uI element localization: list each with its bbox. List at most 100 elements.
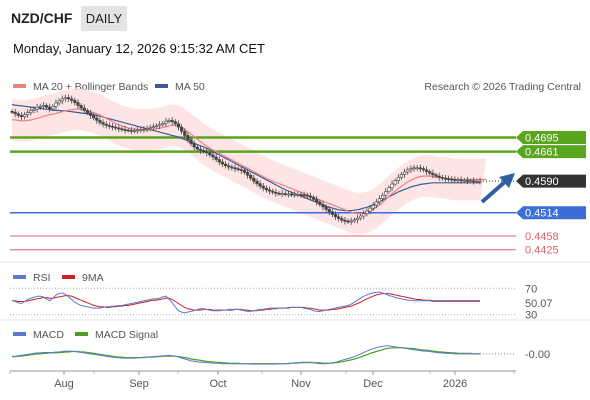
candle: [453, 176, 457, 184]
candle: [145, 125, 149, 133]
candle: [468, 178, 473, 183]
x-tick-label-Aug: Aug: [54, 378, 74, 390]
candle: [129, 126, 133, 135]
candle: [120, 126, 124, 132]
candle: [428, 169, 432, 176]
candle: [390, 180, 394, 192]
candle: [365, 208, 369, 217]
candle: [82, 104, 86, 114]
level-label-0.4695: 0.4695: [525, 132, 559, 144]
candle: [48, 103, 52, 113]
candle: [230, 164, 234, 171]
candle: [88, 109, 93, 119]
candle: [176, 120, 181, 131]
candle: [299, 191, 303, 198]
candle: [381, 192, 385, 202]
candle: [189, 136, 193, 147]
candle: [217, 156, 221, 166]
rsi-tick-30: 30: [525, 310, 537, 322]
macd-line: [12, 345, 480, 365]
forecast-arrow-shaft: [480, 178, 509, 204]
candle: [418, 164, 422, 172]
ma20-legend-swatch: [13, 84, 26, 88]
candle: [403, 168, 407, 178]
candle: [249, 172, 253, 181]
ma50-legend-swatch: [155, 84, 168, 88]
candle: [104, 121, 108, 129]
ma20-line: [11, 108, 487, 215]
candle: [399, 172, 404, 180]
candle: [368, 204, 372, 215]
x-tick-label-Sep: Sep: [129, 378, 149, 390]
candle: [13, 108, 17, 118]
candle: [70, 95, 74, 104]
candle: [462, 177, 466, 183]
candle: [465, 176, 470, 185]
candle: [41, 102, 46, 110]
key-levels-layer: [10, 136, 516, 251]
candle: [456, 177, 460, 183]
candle: [450, 176, 454, 183]
candle: [211, 151, 215, 161]
candle: [359, 213, 363, 221]
candle: [79, 103, 83, 111]
candle: [151, 123, 155, 131]
candle: [267, 186, 272, 195]
candle: [22, 111, 27, 120]
candle: [475, 178, 479, 184]
candle: [459, 176, 463, 184]
candle: [330, 209, 334, 218]
macd-legend: MACD MACD Signal: [13, 329, 158, 341]
ma20-legend-label: MA 20 + Bollinger Bands: [33, 81, 148, 93]
candle: [60, 95, 64, 105]
candle: [472, 177, 476, 185]
candle: [44, 103, 49, 110]
candle: [362, 210, 366, 220]
rsi-ma-legend-swatch: [62, 275, 75, 279]
candle: [324, 204, 328, 212]
candle: [431, 169, 435, 179]
candle: [308, 192, 312, 201]
forecast-arrow-head: [499, 173, 515, 188]
x-axis-ticks: Aug Sep Oct Nov Dec 2026: [9, 371, 515, 390]
level-label-0.4661: 0.4661: [525, 147, 559, 159]
candle: [66, 94, 71, 102]
level-tag-0.4661: [516, 145, 586, 159]
candle: [302, 191, 306, 199]
candle: [252, 174, 256, 185]
candle: [274, 188, 278, 197]
candle: [434, 172, 438, 179]
candle: [286, 190, 291, 198]
candle: [233, 164, 237, 173]
candle: [54, 99, 58, 110]
candle: [201, 148, 206, 154]
candle: [355, 214, 360, 224]
ma50-legend-label: MA 50: [175, 81, 205, 93]
candle: [255, 178, 259, 187]
timeframe-button[interactable]: DAILY: [81, 6, 127, 31]
candle: [478, 177, 482, 185]
rsi-legend-swatch: [13, 275, 26, 279]
candle: [223, 161, 228, 169]
candle: [76, 99, 80, 109]
candle: [283, 191, 287, 197]
candle: [437, 172, 441, 181]
rsi-tick-70: 70: [525, 283, 537, 295]
candle: [371, 202, 375, 212]
candle: [425, 166, 429, 176]
candle: [98, 117, 102, 126]
candle: [393, 178, 397, 187]
candle: [85, 108, 89, 116]
candle: [340, 215, 344, 223]
candle: [352, 217, 356, 224]
candle: [192, 140, 196, 151]
main-legend: MA 20 + Bollinger Bands MA 50 Research ©…: [13, 81, 581, 93]
level-label-0.4458: 0.4458: [525, 231, 559, 243]
candle: [139, 126, 143, 133]
macd-current-value: -0.00: [525, 349, 550, 361]
candle: [280, 190, 284, 198]
level-label-0.4514: 0.4514: [525, 208, 559, 220]
candle: [132, 127, 137, 134]
rsi-ma-legend-label: 9MA: [82, 272, 104, 284]
